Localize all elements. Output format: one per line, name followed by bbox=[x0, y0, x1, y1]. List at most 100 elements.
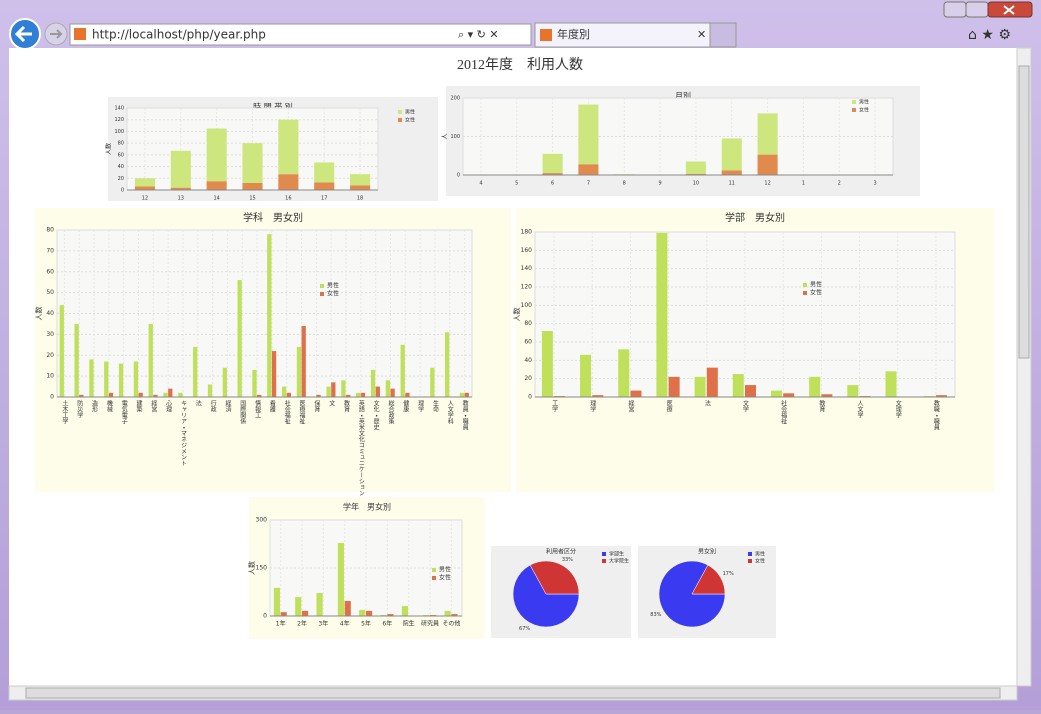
legend-label: 男性 bbox=[405, 109, 415, 116]
x-tick-label: 経済 bbox=[224, 399, 231, 413]
x-tick-label: 心理 bbox=[165, 399, 172, 412]
bar bbox=[193, 346, 198, 397]
y-tick-label: 0 bbox=[528, 394, 532, 401]
pie-label: 17% bbox=[723, 571, 734, 577]
bar-segment bbox=[242, 143, 263, 183]
bar bbox=[706, 367, 718, 397]
chart-title: 時 間 帯 別 bbox=[253, 102, 293, 112]
bar bbox=[267, 234, 272, 397]
new-tab[interactable] bbox=[709, 22, 737, 48]
x-tick-label: 機械 bbox=[105, 399, 112, 413]
bar bbox=[401, 606, 408, 616]
x-tick-label: 理学 bbox=[417, 400, 424, 412]
bar bbox=[344, 600, 351, 616]
bar-segment bbox=[314, 162, 335, 183]
bar bbox=[74, 323, 79, 397]
x-tick-label: 防災学 bbox=[76, 399, 83, 418]
x-tick-label: 文学 bbox=[742, 399, 749, 412]
x-tick-label: 国際関係 bbox=[239, 400, 246, 425]
bar bbox=[356, 392, 361, 397]
x-tick-label: 6年 bbox=[382, 620, 392, 628]
chart-title: 月別 bbox=[675, 92, 691, 101]
bar bbox=[370, 369, 376, 397]
bar bbox=[783, 393, 795, 397]
tab[interactable] bbox=[534, 22, 711, 48]
address-bar[interactable] bbox=[69, 23, 532, 46]
bar bbox=[104, 361, 109, 397]
y-tick-label: 100 bbox=[450, 134, 460, 140]
bar bbox=[316, 592, 323, 616]
x-tick-label: 13 bbox=[178, 196, 184, 202]
legend-swatch bbox=[320, 284, 324, 288]
x-tick-label: 17 bbox=[321, 196, 327, 202]
bar bbox=[326, 386, 331, 397]
h-scroll-thumb[interactable] bbox=[25, 687, 1001, 699]
x-tick-label: 医療 bbox=[665, 400, 672, 412]
x-tick-label: 法 bbox=[703, 399, 710, 407]
bar bbox=[178, 392, 183, 397]
x-tick-label: 行政 bbox=[209, 399, 216, 413]
x-tick-label: 教育 bbox=[343, 399, 350, 412]
y-tick-label: 180 bbox=[521, 229, 533, 236]
legend-label: 女性 bbox=[439, 574, 451, 582]
y-tick-label: 300 bbox=[256, 517, 268, 524]
x-tick-label: 10 bbox=[693, 181, 699, 187]
legend-swatch bbox=[602, 552, 606, 556]
x-tick-label: 文 bbox=[328, 399, 335, 407]
bar bbox=[302, 610, 309, 616]
x-tick-label: 院生 bbox=[403, 620, 415, 628]
bar bbox=[295, 597, 302, 616]
y-tick-label: 120 bbox=[114, 117, 124, 123]
bar bbox=[108, 392, 114, 397]
x-tick-label: 経営 bbox=[150, 399, 157, 413]
pie-label: 67% bbox=[519, 626, 530, 632]
x-tick-label: 保育 bbox=[313, 399, 320, 412]
legend-swatch bbox=[602, 559, 606, 563]
maximize-button[interactable] bbox=[965, 1, 989, 18]
bar bbox=[656, 232, 668, 397]
y-tick-label: 40 bbox=[118, 164, 124, 170]
y-axis-label: 人数 bbox=[34, 307, 43, 321]
bar-segment bbox=[134, 186, 155, 190]
legend-swatch bbox=[398, 118, 402, 122]
y-tick-label: 50 bbox=[46, 289, 54, 296]
bar-segment bbox=[757, 154, 778, 175]
scroll-thumb[interactable] bbox=[1018, 65, 1030, 359]
bar bbox=[694, 376, 706, 397]
y-axis-label: 人 bbox=[442, 133, 449, 139]
y-tick-label: 80 bbox=[524, 320, 532, 327]
x-tick-label: 15 bbox=[249, 196, 255, 202]
x-tick-label: 健康 bbox=[402, 399, 409, 413]
legend-swatch bbox=[432, 568, 436, 572]
bar bbox=[668, 376, 680, 397]
bar bbox=[153, 394, 158, 397]
x-tick-label: 11 bbox=[729, 181, 735, 187]
legend-label: 男性 bbox=[859, 99, 869, 106]
toolbar-icons[interactable]: ⌂ ★ ⚙ bbox=[968, 27, 1011, 43]
x-tick-label: 法 bbox=[194, 399, 201, 407]
x-tick-label: 8 bbox=[623, 181, 626, 187]
tab-close[interactable]: ✕ bbox=[697, 28, 706, 41]
x-tick-label: 14 bbox=[213, 196, 219, 202]
bar-segment bbox=[278, 119, 299, 175]
bar-segment bbox=[578, 164, 599, 175]
bar bbox=[360, 392, 366, 397]
bar bbox=[580, 354, 592, 397]
bar bbox=[118, 363, 124, 397]
bar bbox=[541, 331, 553, 397]
address-icons[interactable]: ⌕ ▾ ↻ ✕ bbox=[458, 28, 499, 41]
bar bbox=[464, 392, 469, 397]
tab-title: 年度別 bbox=[557, 27, 590, 41]
minimize-button[interactable] bbox=[943, 1, 967, 18]
bar bbox=[257, 394, 262, 397]
x-tick-label: 5年 bbox=[361, 620, 371, 628]
x-tick-label: 3 bbox=[873, 181, 876, 187]
bar bbox=[745, 385, 756, 397]
pie-slice bbox=[529, 560, 580, 595]
x-tick-label: 文化・歴史 bbox=[372, 399, 379, 431]
bar bbox=[405, 392, 410, 397]
x-tick-label: 医療福祉 bbox=[298, 400, 305, 425]
bar bbox=[459, 392, 465, 397]
y-tick-label: 40 bbox=[46, 310, 54, 317]
bar-segment bbox=[685, 161, 706, 174]
